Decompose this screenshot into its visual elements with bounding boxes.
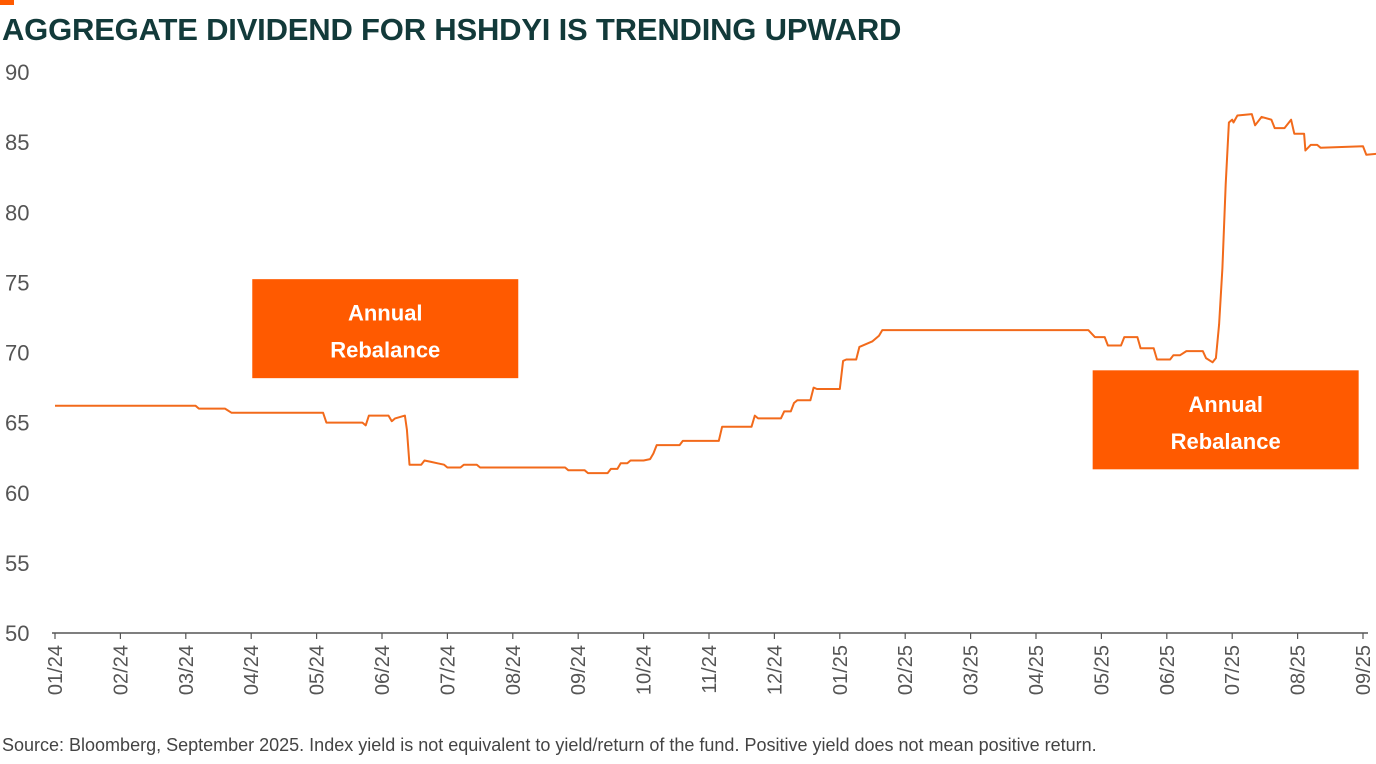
x-tick-label: 09/25	[1353, 645, 1375, 695]
annotation-box	[252, 279, 519, 379]
x-tick-label: 03/25	[961, 645, 983, 695]
x-tick-label: 08/25	[1288, 645, 1310, 695]
x-tick-label: 12/24	[764, 645, 786, 695]
x-tick-label: 04/25	[1026, 645, 1048, 695]
y-tick-label: 65	[5, 411, 29, 436]
x-tick-label: 10/24	[634, 645, 656, 695]
y-tick-label: 90	[5, 60, 29, 85]
y-tick-label: 60	[5, 481, 29, 506]
x-tick-label: 09/24	[568, 645, 590, 695]
y-tick-label: 75	[5, 270, 29, 295]
x-tick-label: 03/24	[176, 645, 198, 695]
x-tick-label: 07/24	[437, 645, 459, 695]
x-tick-label: 01/24	[45, 645, 67, 695]
y-tick-label: 80	[5, 200, 29, 225]
x-tick-label: 08/24	[503, 645, 525, 695]
x-tick-label: 02/24	[110, 645, 132, 695]
x-tick-label: 01/25	[830, 645, 852, 695]
source-note: Source: Bloomberg, September 2025. Index…	[2, 735, 1097, 755]
x-tick-label: 11/24	[699, 645, 721, 694]
x-tick-label: 05/24	[307, 645, 329, 695]
y-tick-label: 50	[5, 621, 29, 646]
accent-bar	[0, 0, 14, 5]
x-tick-label: 06/25	[1157, 645, 1179, 695]
y-tick-label: 70	[5, 341, 29, 366]
y-tick-label: 85	[5, 130, 29, 155]
x-tick-label: 04/24	[241, 645, 263, 695]
annotation-label: Rebalance	[330, 338, 440, 363]
annotation-label: Annual	[1188, 392, 1263, 417]
x-tick-label: 07/25	[1222, 645, 1244, 695]
annotation-box	[1092, 370, 1359, 470]
chart-title: AGGREGATE DIVIDEND FOR HSHDYI IS TRENDIN…	[2, 12, 902, 47]
x-tick-label: 06/24	[372, 645, 394, 695]
x-tick-label: 02/25	[895, 645, 917, 695]
series-line	[55, 113, 1376, 475]
x-tick-label: 05/25	[1091, 645, 1113, 695]
y-tick-label: 55	[5, 551, 29, 576]
annotation-label: Rebalance	[1171, 429, 1281, 454]
annotation-label: Annual	[348, 301, 423, 326]
